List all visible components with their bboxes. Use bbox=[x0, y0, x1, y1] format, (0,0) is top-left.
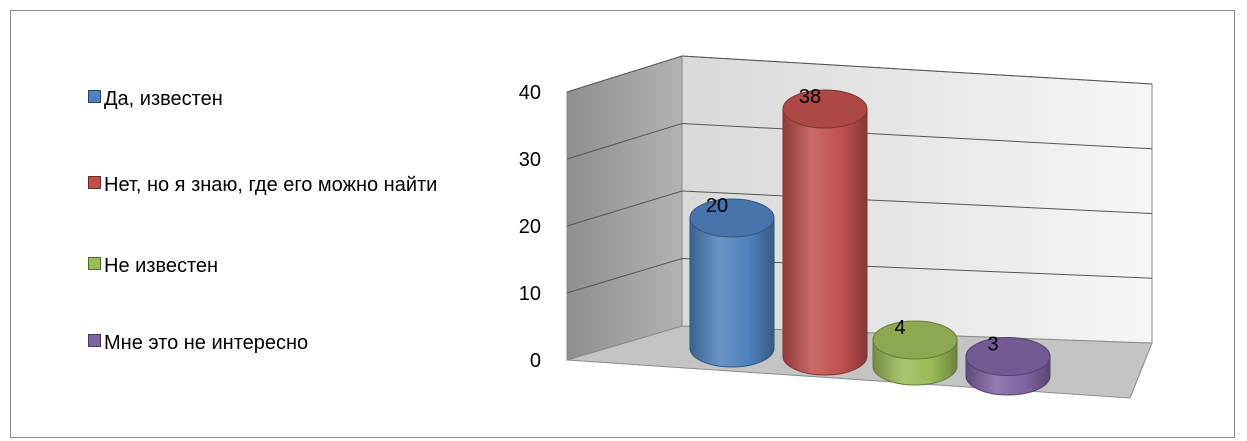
legend-swatch bbox=[88, 176, 101, 189]
y-tick-label: 10 bbox=[519, 283, 541, 305]
legend-swatch bbox=[88, 257, 101, 270]
gridline bbox=[566, 257, 1153, 294]
gridline bbox=[566, 190, 1153, 227]
legend-swatch bbox=[88, 334, 101, 347]
legend-label: Нет, но я знаю, где его можно найти bbox=[104, 174, 438, 196]
legend-label: Да, известен bbox=[104, 88, 223, 110]
gridline bbox=[566, 122, 1153, 160]
bar bbox=[965, 337, 1051, 396]
data-labels: 20 38 4 3 bbox=[706, 86, 999, 355]
bar-body bbox=[782, 108, 868, 376]
bar bbox=[689, 198, 775, 368]
bar bbox=[872, 320, 958, 386]
legend-item-yes-known: Да, известен bbox=[88, 84, 454, 114]
data-label: 4 bbox=[894, 317, 905, 339]
bar-top bbox=[872, 320, 958, 360]
data-label: 3 bbox=[987, 334, 998, 356]
gridline bbox=[566, 55, 1153, 93]
bar-top bbox=[689, 198, 775, 238]
legend-swatch bbox=[88, 90, 101, 103]
data-label: 38 bbox=[799, 86, 821, 108]
y-tick-label: 30 bbox=[519, 149, 541, 171]
bar-body bbox=[689, 217, 775, 368]
bar-top bbox=[782, 89, 868, 129]
data-label: 20 bbox=[706, 195, 728, 217]
gridlines bbox=[566, 55, 1153, 294]
bar-top bbox=[965, 337, 1051, 377]
bars bbox=[689, 89, 1051, 396]
y-tick-label: 20 bbox=[519, 216, 541, 238]
legend-label: Мне это не интересно bbox=[104, 332, 309, 354]
bar bbox=[782, 89, 868, 376]
y-axis-tick-labels: 0 10 20 30 40 bbox=[519, 82, 541, 372]
legend-item-not-interested: Мне это не интересно bbox=[88, 328, 454, 358]
y-tick-label: 40 bbox=[519, 82, 541, 104]
legend-label: Не известен bbox=[104, 255, 219, 277]
legend-item-no-but-know: Нет, но я знаю, где его можно найти bbox=[88, 170, 454, 200]
legend-item-not-known: Не известен bbox=[88, 251, 454, 281]
y-tick-label: 0 bbox=[530, 350, 541, 372]
